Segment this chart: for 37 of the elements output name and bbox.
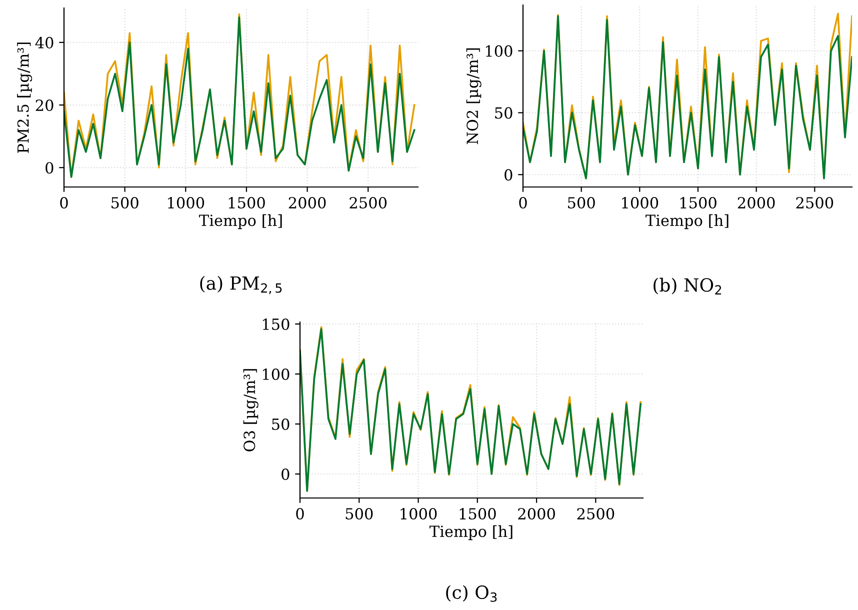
x-tick-label: 2500 [350,196,387,209]
y-axis-title: O3 [µg/m³] [243,369,258,452]
x-tick-label: 500 [568,196,595,209]
y-tick-label: 0 [504,169,512,181]
x-tick-label: 1500 [228,196,265,209]
x-tick-label: 1500 [680,196,716,209]
y-tick-label: 0 [282,468,290,480]
x-tick-label: 0 [519,196,527,209]
y-tick-label: 0 [46,162,54,174]
y-axis-title: NO2 [µg/m³] [466,48,482,144]
text: (b) NO$_{2}$ [654,278,722,294]
y-tick-label: 100 [486,45,512,57]
x-tick-label: 0 [60,196,68,209]
x-tick-label: 2000 [738,196,775,209]
y-tick-label: 40 [35,36,54,48]
x-tick-label: 1000 [168,196,204,209]
x-axis-title: Tiempo [h] [646,214,728,230]
x-tick-label: 500 [346,508,373,520]
x-tick-label: 2000 [518,508,555,520]
y-tick-label: 150 [262,318,290,330]
x-axis-title: Tiempo [h] [199,214,282,230]
x-tick-label: 1000 [400,508,437,520]
y-tick-label: 50 [272,418,290,430]
y-tick-label: 100 [262,368,290,380]
y-axis-title: PM2.5 [µg/m³] [17,42,32,153]
x-tick-label: 2000 [288,196,326,209]
x-tick-label: 500 [112,196,138,209]
x-tick-label: 1000 [622,196,658,209]
x-tick-label: 1500 [460,508,496,520]
text: (c) O$_{3}$ [446,585,497,602]
y-tick-label: 20 [36,99,54,112]
y-tick-label: 50 [495,107,512,119]
text: (a) PM$_{2,5}$ [200,276,282,294]
x-tick-label: 0 [296,508,304,520]
x-tick-label: 2500 [577,508,614,520]
x-axis-title: Tiempo [h] [430,525,512,540]
x-tick-label: 2500 [796,196,834,209]
